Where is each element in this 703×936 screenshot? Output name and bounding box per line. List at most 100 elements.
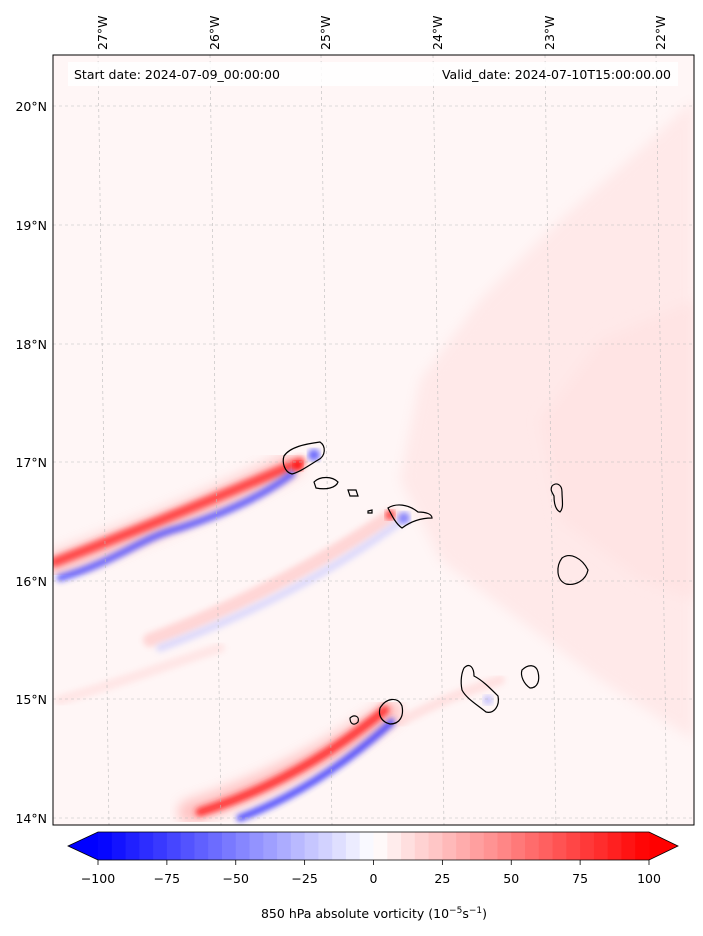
start-date-label: Start date: 2024-07-09_00:00:00: [74, 67, 280, 82]
colorbar-step: [414, 832, 430, 860]
sao-vicente-island: [313, 476, 339, 490]
colorbar-tick-label: −25: [291, 871, 317, 886]
latitude-tick-label: 20°N: [15, 99, 47, 114]
sal-island: [550, 483, 564, 513]
longitude-tick-label: 24°W: [430, 15, 445, 50]
colorbar-tick-label: 100: [637, 871, 661, 886]
colorbar-step: [263, 832, 278, 860]
colorbar-step: [566, 832, 581, 860]
brava-island: [349, 715, 359, 725]
vorticity-spot: [385, 510, 395, 520]
colorbar-step: [552, 832, 567, 860]
vorticity-spot: [308, 449, 320, 461]
colorbar-step: [318, 832, 333, 860]
santiago-island: [460, 664, 499, 713]
colorbar-step: [166, 832, 182, 860]
gridlines: [53, 55, 694, 825]
ilheu-island: [367, 509, 373, 514]
positive-vorticity-streak: [53, 457, 305, 567]
colorbar-tick-label: 25: [434, 871, 450, 886]
colorbar-ticks: −100 −75 −50 −25 0 25 50 75 100: [81, 860, 661, 886]
colorbar-step: [125, 832, 140, 860]
meridian-gridline: [655, 55, 668, 825]
colorbar-step: [401, 832, 416, 860]
colorbar-step: [277, 832, 292, 860]
colorbar-step: [387, 832, 402, 860]
positive-vorticity-streak: [195, 705, 390, 817]
colorbar-step: [290, 832, 306, 860]
vorticity-spot: [483, 695, 493, 705]
colorbar-step: [497, 832, 512, 860]
colorbar-step: [635, 832, 650, 860]
longitude-tick-label: 22°W: [653, 15, 668, 50]
colorbar-step: [442, 832, 457, 860]
santo-antao-island: [282, 441, 325, 475]
vorticity-spot: [398, 512, 410, 524]
latitude-tick-label: 14°N: [15, 811, 47, 826]
meridian-gridline: [544, 55, 557, 825]
latitude-tick-label: 19°N: [15, 218, 47, 233]
negative-vorticity-streak: [236, 718, 396, 822]
colorbar-step: [483, 832, 498, 860]
colorbar: −100 −75 −50 −25 0 25 50 75 100 850 hPa absolute…: [67, 831, 679, 921]
colorbar-step: [208, 832, 223, 860]
colorbar-step: [221, 832, 237, 860]
maio-island: [520, 665, 540, 689]
colorbar-steps: [98, 832, 650, 860]
colorbar-step: [469, 832, 485, 860]
longitude-tick-label: 26°W: [207, 15, 222, 50]
colorbar-step: [111, 832, 127, 860]
colorbar-step: [607, 832, 622, 860]
colorbar-step: [373, 832, 388, 860]
meridian-gridline: [209, 55, 222, 825]
boa-vista-island: [557, 555, 589, 585]
latitude-tick-label: 18°N: [15, 337, 47, 352]
colorbar-tick-label: 75: [572, 871, 588, 886]
colorbar-step: [511, 832, 526, 860]
vorticity-streaks: [53, 449, 505, 824]
colorbar-step: [304, 832, 319, 860]
fogo-island: [378, 698, 404, 725]
positive-vorticity-streak: [395, 675, 505, 727]
latitude-tick-label: 17°N: [15, 455, 47, 470]
meridian-gridline: [97, 55, 110, 825]
latitude-tick-label: 16°N: [15, 574, 47, 589]
colorbar-extend-min: [68, 832, 98, 860]
colorbar-step: [139, 832, 154, 860]
longitude-tick-label: 27°W: [95, 15, 110, 50]
colorbar-step: [194, 832, 209, 860]
colorbar-step: [538, 832, 554, 860]
coastlines: [282, 441, 589, 725]
longitude-tick-label: 23°W: [542, 15, 557, 50]
longitude-tick-label: 25°W: [318, 15, 333, 50]
valid-date-label: Valid_date: 2024-07-10T15:00:00.00: [442, 67, 671, 82]
sao-nicolau-island: [387, 504, 433, 529]
map-frame: [52, 54, 695, 826]
colorbar-step: [580, 832, 595, 860]
colorbar-tick-label: −100: [81, 871, 115, 886]
colorbar-step: [249, 832, 264, 860]
latitude-tick-label: 15°N: [15, 692, 47, 707]
colorbar-step: [359, 832, 374, 860]
colorbar-tick-label: 0: [370, 871, 378, 886]
colorbar-step: [428, 832, 443, 860]
warm-background-patch: [540, 300, 694, 600]
colorbar-step: [456, 832, 471, 860]
positive-vorticity-streak: [143, 508, 399, 647]
negative-vorticity-streak: [156, 518, 404, 652]
longitude-tick-labels: 27°W 26°W 25°W 24°W 23°W 22°W: [95, 15, 668, 50]
colorbar-step: [153, 832, 168, 860]
positive-vorticity-streak: [55, 643, 225, 705]
colorbar-tick-label: −75: [154, 871, 180, 886]
colorbar-step: [332, 832, 347, 860]
map-plot-area: [53, 55, 694, 825]
meridian-gridline: [432, 55, 445, 825]
colorbar-step: [180, 832, 195, 860]
colorbar-tick-label: 50: [503, 871, 519, 886]
meridian-gridline: [320, 55, 333, 825]
colorbar-tick-label: −50: [223, 871, 249, 886]
colorbar-step: [98, 832, 113, 860]
colorbar-extend-max: [649, 832, 678, 860]
vorticity-spot: [293, 461, 303, 471]
